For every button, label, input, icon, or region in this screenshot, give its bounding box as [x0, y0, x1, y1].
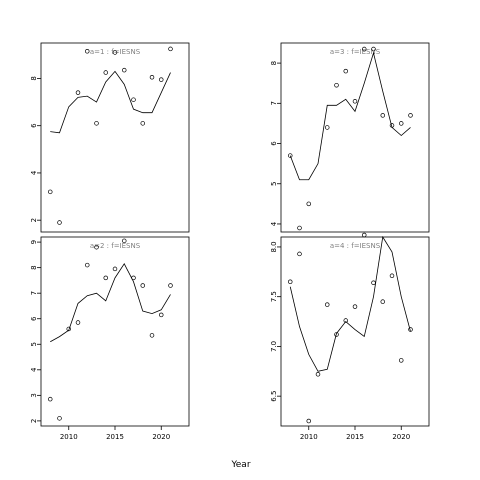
- fit-line: [289, 51, 411, 181]
- fit-line: [289, 235, 411, 372]
- y-tick-label: 8: [30, 76, 38, 80]
- data-point: [408, 327, 413, 332]
- y-tick-label: 8: [270, 61, 278, 65]
- panel-4: 6.5 7.0 7.5 8.0 2010 2015 2020 a=4 : f=IESNS: [270, 232, 430, 441]
- data-point: [325, 125, 330, 130]
- x-axis-title: Year: [230, 460, 250, 470]
- data-point: [297, 251, 302, 257]
- panel-2: 4 5 6 7 8 a=3 : f=IESNS: [270, 42, 430, 233]
- data-point: [140, 121, 146, 126]
- y-tick-label: 6: [30, 316, 38, 321]
- data-point: [131, 275, 136, 281]
- fit-line: [50, 263, 171, 343]
- data-point: [168, 283, 173, 288]
- data-point: [84, 262, 90, 268]
- panel-title: a=2 : f=IESNS: [90, 242, 141, 250]
- y-tick-label: 6.5: [270, 391, 278, 402]
- y-tick-label: 3: [30, 393, 38, 397]
- y-tick-label: 2: [30, 218, 38, 222]
- data-point: [389, 273, 395, 279]
- x-tick-label: 2015: [106, 433, 124, 441]
- panel-frame: [40, 42, 190, 233]
- data-point: [47, 189, 53, 195]
- x-tick-label: 2015: [346, 433, 364, 441]
- data-point: [57, 416, 62, 421]
- data-point: [389, 123, 395, 128]
- y-tick-label: 9: [30, 240, 38, 244]
- y-tick-label: 6: [30, 123, 38, 128]
- panel-frame: [280, 236, 430, 427]
- data-point: [334, 82, 339, 88]
- data-point: [408, 113, 413, 118]
- data-point: [131, 97, 136, 102]
- data-point: [399, 121, 404, 126]
- data-point: [371, 280, 376, 286]
- data-point: [315, 372, 321, 377]
- data-point: [112, 266, 118, 272]
- y-tick-label: 7.5: [270, 291, 278, 302]
- x-tick-label: 2010: [300, 433, 318, 441]
- data-point: [75, 320, 81, 325]
- data-point: [288, 153, 293, 158]
- x-tick-label: 2010: [60, 433, 78, 441]
- data-point: [399, 358, 404, 363]
- data-point: [103, 70, 108, 75]
- data-point: [334, 332, 339, 337]
- y-tick-label: 2: [30, 419, 38, 423]
- data-point: [306, 418, 312, 424]
- y-tick-label: 5: [270, 182, 278, 186]
- data-point: [94, 244, 99, 250]
- panel-title: a=3 : f=IESNS: [330, 48, 381, 56]
- data-point: [121, 238, 127, 244]
- data-point: [297, 225, 302, 231]
- data-point: [306, 201, 312, 207]
- data-point: [140, 283, 146, 288]
- data-point: [352, 304, 358, 309]
- data-point: [112, 50, 118, 55]
- x-tick-label: 2020: [152, 433, 170, 441]
- y-tick-label: 4: [270, 221, 278, 226]
- y-tick-label: 6: [270, 141, 278, 146]
- data-point: [75, 90, 81, 95]
- y-tick-label: 4: [30, 170, 38, 175]
- y-tick-label: 7.0: [270, 341, 278, 352]
- data-point: [362, 232, 367, 238]
- y-tick-label: 8: [30, 265, 38, 269]
- panel-title: a=4 : f=IESNS: [330, 242, 381, 250]
- y-tick-label: 7: [30, 291, 38, 295]
- data-point: [168, 46, 173, 52]
- data-point: [121, 67, 127, 73]
- data-point: [380, 113, 386, 118]
- panel-1: 2 4 6 8 a=1 : f=IESNS: [30, 42, 190, 233]
- data-point: [84, 49, 90, 54]
- panel-3: 2 3 4 5 6 7 8 9 2010 2015 2020 a=2 : f=IESNS: [30, 236, 190, 441]
- data-point: [149, 333, 155, 338]
- data-point: [159, 312, 164, 318]
- panel-frame: [280, 42, 430, 233]
- data-point: [94, 121, 99, 126]
- y-tick-label: 4: [30, 367, 38, 372]
- y-tick-label: 7: [270, 101, 278, 105]
- data-point: [66, 326, 71, 332]
- panel-frame: [40, 236, 190, 427]
- data-point: [362, 46, 367, 52]
- data-point: [343, 68, 349, 74]
- data-point: [288, 279, 293, 285]
- y-tick-label: 8.0: [270, 241, 278, 252]
- data-point: [380, 299, 386, 304]
- data-point: [149, 75, 155, 80]
- y-tick-label: 5: [30, 342, 38, 346]
- data-point: [159, 77, 164, 82]
- panel-title: a=1 : f=IESNS: [90, 48, 141, 56]
- data-point: [371, 46, 376, 52]
- x-tick-label: 2020: [392, 433, 410, 441]
- data-point: [352, 99, 358, 104]
- data-point: [343, 318, 349, 323]
- data-point: [103, 275, 108, 281]
- data-point: [47, 396, 53, 402]
- data-point: [57, 220, 62, 225]
- data-point: [325, 302, 330, 307]
- fit-line: [50, 70, 171, 134]
